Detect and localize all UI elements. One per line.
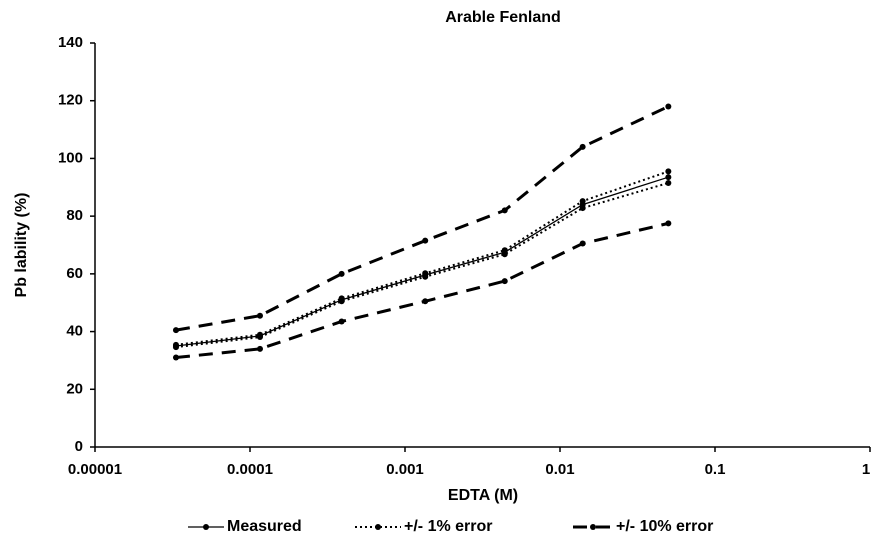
series-line — [175, 181, 669, 349]
series-line — [175, 105, 669, 332]
data-point — [579, 205, 586, 212]
data-point — [665, 174, 672, 181]
data-point — [579, 240, 586, 247]
data-point — [579, 198, 586, 205]
y-tick-label: 140 — [58, 34, 83, 51]
data-point — [256, 312, 263, 319]
y-tick-label: 40 — [66, 323, 83, 340]
legend-marker — [375, 524, 381, 530]
legend-label: Measured — [227, 518, 302, 535]
x-tick-label: 0.001 — [386, 461, 424, 478]
data-point — [665, 220, 672, 227]
data-point — [501, 207, 508, 214]
data-point — [579, 143, 586, 150]
y-tick-label: 20 — [66, 380, 83, 397]
data-point — [172, 354, 179, 361]
y-axis-label: Pb lability (%) — [13, 193, 30, 298]
chart-title: Arable Fenland — [445, 9, 561, 26]
y-tick-label: 60 — [66, 265, 83, 282]
data-point — [338, 318, 345, 325]
legend-marker — [203, 524, 209, 530]
x-tick-label: 1 — [862, 461, 870, 478]
data-point — [665, 179, 672, 186]
data-point — [422, 298, 429, 305]
data-point — [172, 344, 179, 351]
x-tick-label: 0.00001 — [68, 461, 122, 478]
x-axis-label: EDTA (M) — [448, 487, 518, 504]
legend-marker — [590, 524, 596, 530]
x-tick-label: 0.01 — [545, 461, 574, 478]
data-point — [338, 298, 345, 305]
legend-label: +/- 1% error — [404, 518, 492, 535]
data-point — [338, 270, 345, 277]
data-point — [422, 273, 429, 280]
data-point — [422, 237, 429, 244]
data-point — [172, 327, 179, 334]
data-point — [665, 103, 672, 110]
data-point — [665, 168, 672, 175]
data-point — [256, 345, 263, 352]
x-tick-label: 0.1 — [705, 461, 726, 478]
y-tick-label: 0 — [75, 438, 83, 455]
y-tick-label: 80 — [66, 207, 83, 224]
data-point — [501, 278, 508, 285]
y-tick-label: 100 — [58, 149, 83, 166]
y-tick-label: 120 — [58, 92, 83, 109]
data-point — [501, 251, 508, 258]
series-line — [175, 176, 669, 347]
legend-label: +/- 10% error — [616, 518, 713, 535]
x-tick-label: 0.0001 — [227, 461, 273, 478]
data-point — [256, 334, 263, 341]
